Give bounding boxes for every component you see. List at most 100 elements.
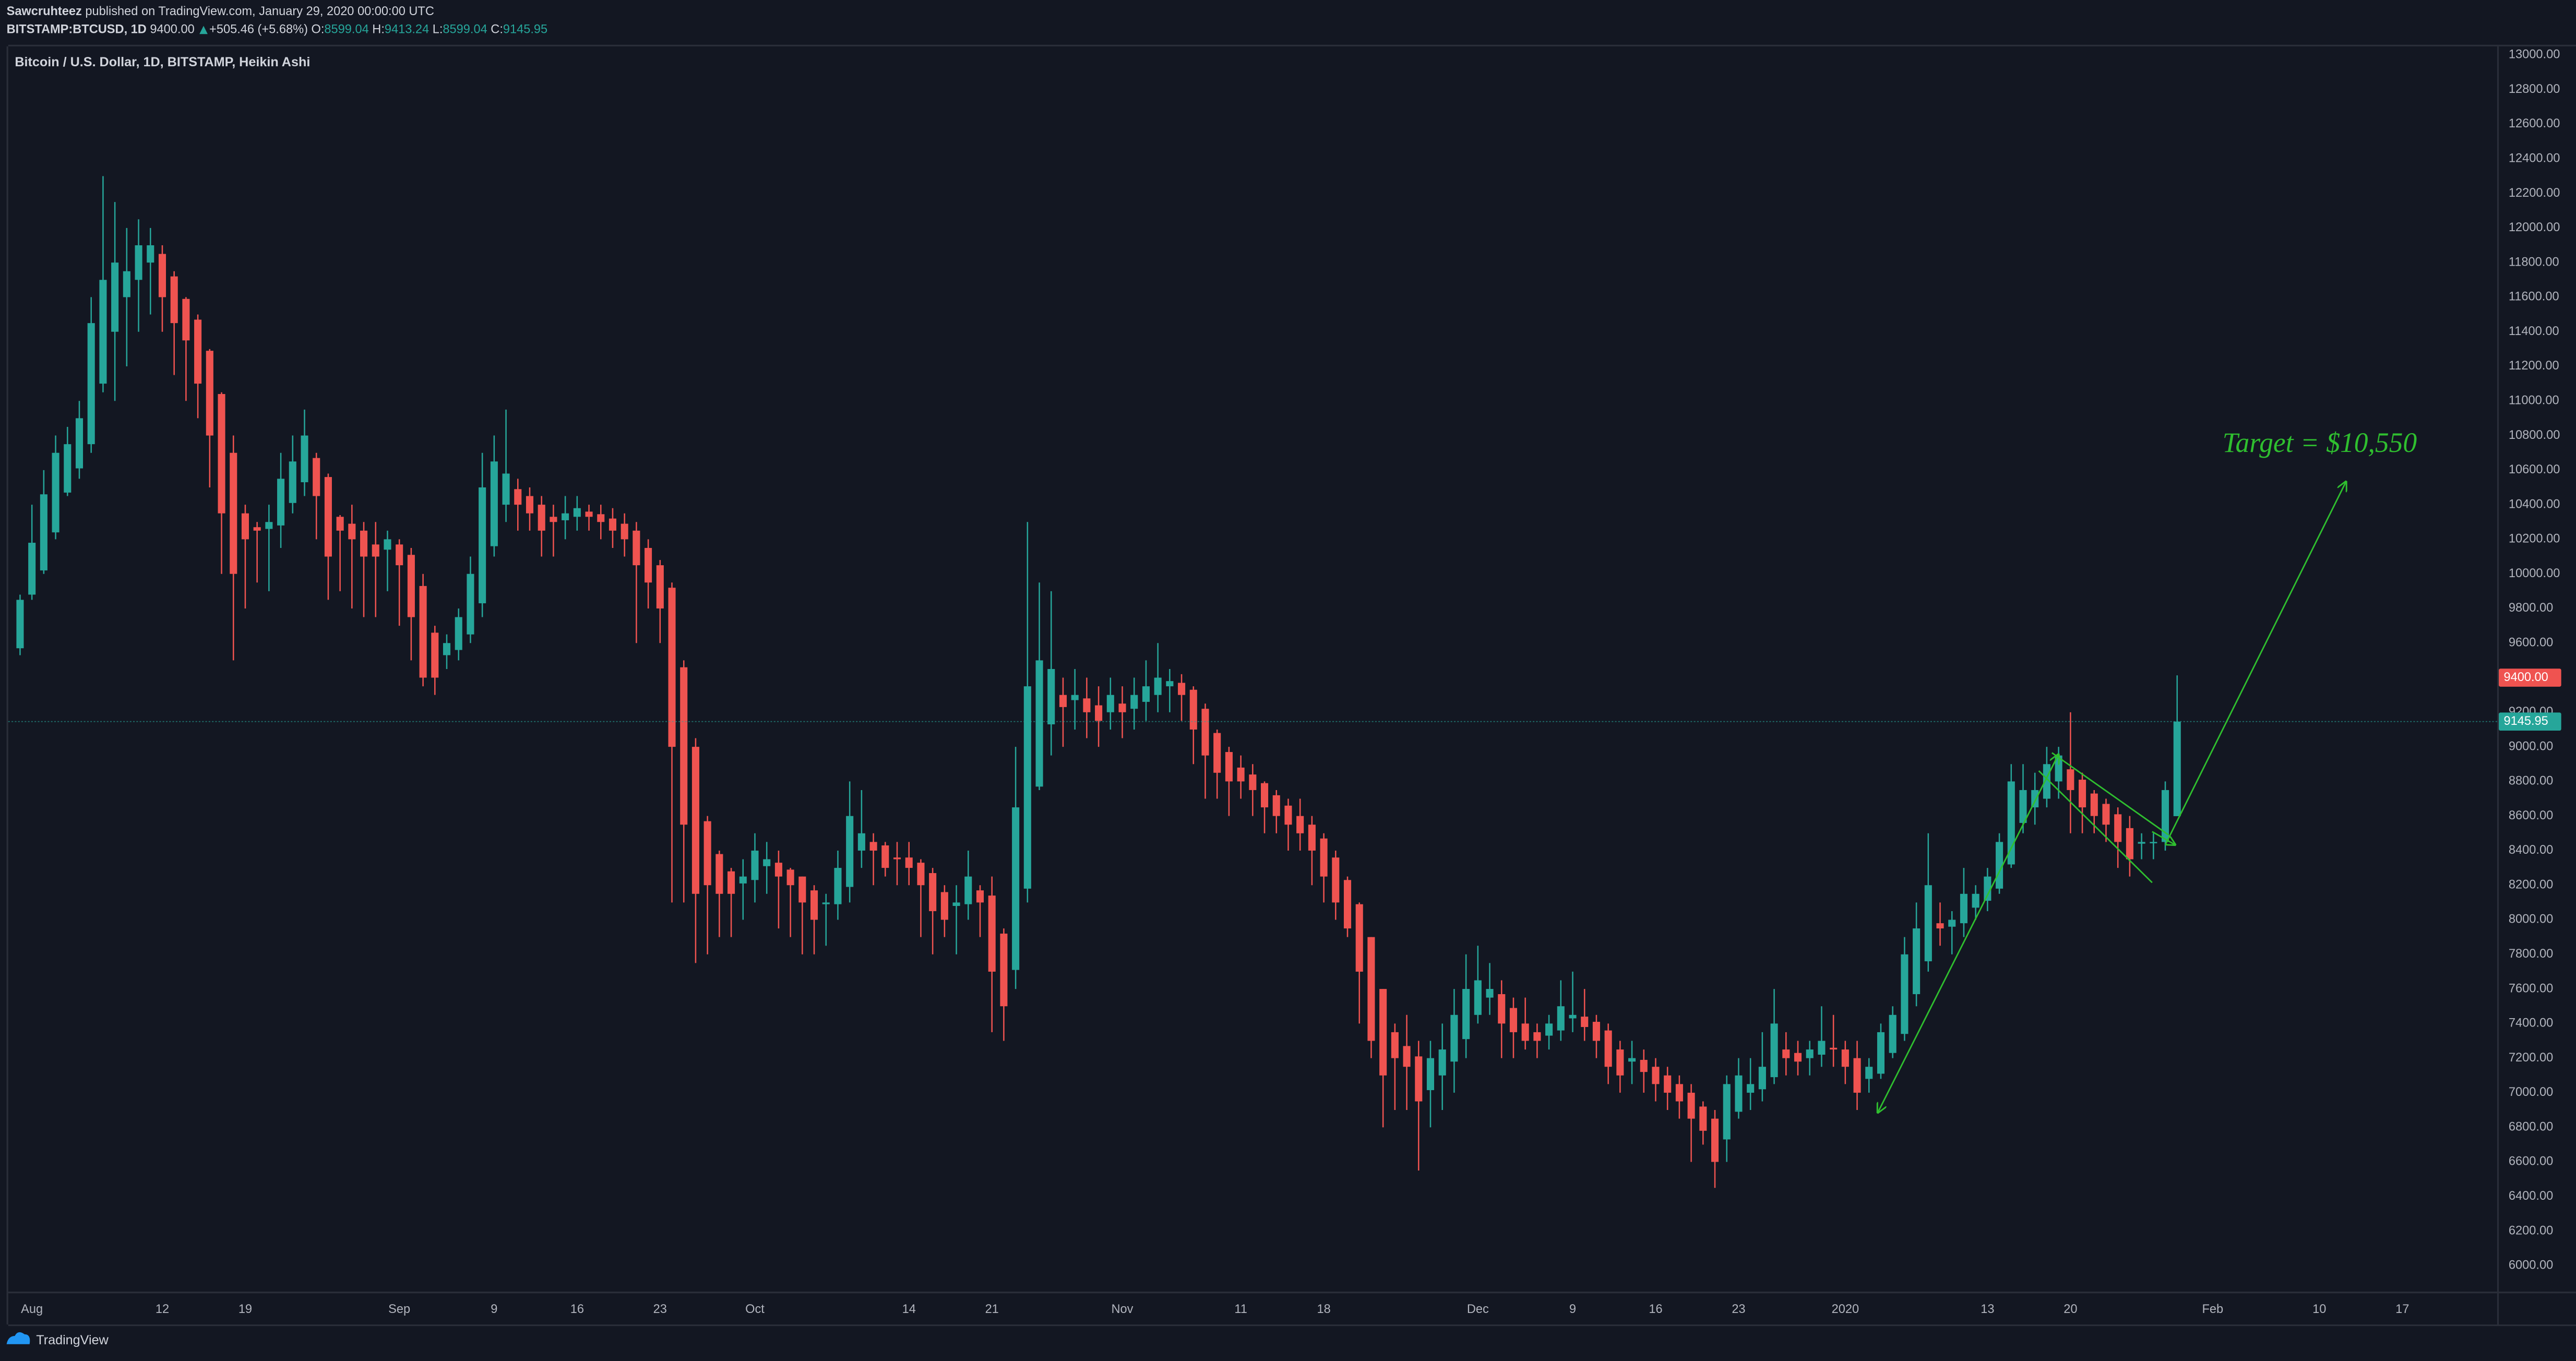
x-tick-label: 21 [985, 1303, 999, 1316]
candle-body [206, 351, 213, 436]
y-tick-label: 6800.00 [2509, 1120, 2553, 1133]
y-tick-label: 9000.00 [2509, 739, 2553, 753]
candle-body [324, 477, 332, 557]
candle-body [526, 496, 534, 514]
x-tick-label: 11 [1234, 1303, 1247, 1316]
candle-body [798, 876, 806, 903]
candle-body [1059, 695, 1067, 707]
candle-body [668, 588, 676, 747]
candle-body [728, 871, 735, 894]
candle-body [1924, 885, 1932, 962]
candle-body [1960, 893, 1967, 924]
candle-body [1640, 1059, 1648, 1072]
y-tick-label: 11000.00 [2509, 394, 2559, 408]
candle-body [2114, 814, 2122, 842]
candle-body [1130, 695, 1138, 709]
x-tick-label: 10 [2312, 1303, 2326, 1316]
candle-body [336, 517, 344, 531]
x-tick-label: Dec [1467, 1303, 1489, 1316]
candle-body [2150, 842, 2157, 843]
candle-body [1545, 1023, 1553, 1036]
candle-body [182, 299, 190, 341]
candle-body [467, 574, 474, 635]
y-tick-label: 6200.00 [2509, 1224, 2553, 1237]
y-tick-label: 8600.00 [2509, 809, 2553, 822]
y-tick-label: 8800.00 [2509, 774, 2553, 788]
candle-body [1877, 1032, 1885, 1074]
brand: TradingView [36, 1333, 109, 1347]
candle-body [869, 842, 877, 851]
ohlc-value: 8599.04 [443, 23, 487, 37]
y-tick-label: 6600.00 [2509, 1155, 2553, 1168]
candle-body [431, 632, 439, 678]
candle-body [857, 833, 865, 851]
candle-body [680, 667, 688, 825]
price-marker-label: 9145.95 [2503, 714, 2548, 728]
ohlc-key: H: [372, 23, 385, 37]
x-tick-label: Nov [1112, 1303, 1134, 1316]
candle-body [479, 487, 486, 604]
candle-body [1486, 989, 1494, 998]
x-tick-label: Oct [745, 1303, 765, 1316]
candle-body [158, 254, 166, 297]
candle-body [763, 859, 771, 866]
candle-body [703, 821, 711, 886]
candle-body [1782, 1049, 1790, 1058]
candle-body [609, 518, 617, 531]
candle-body [1415, 1056, 1423, 1102]
x-tick-label: 16 [1649, 1303, 1662, 1316]
candle-body [2126, 828, 2133, 859]
candle-body [1142, 686, 1150, 702]
candle-body [929, 873, 937, 911]
candle-body [1296, 816, 1304, 833]
candle-body [147, 245, 154, 263]
candle-body [1023, 686, 1031, 889]
candle-body [786, 869, 794, 886]
candle-body [1343, 880, 1352, 929]
candle-body [1581, 1017, 1589, 1027]
candle-body [1225, 752, 1233, 782]
candle-body [289, 461, 296, 503]
y-tick-label: 11400.00 [2509, 325, 2559, 338]
candle-body [1604, 1030, 1612, 1067]
candle-body [822, 902, 830, 904]
candle-body [1391, 1032, 1399, 1058]
y-tick-label: 7000.00 [2509, 1085, 2553, 1099]
x-tick-label: 23 [1732, 1303, 1745, 1316]
y-tick-label: 9600.00 [2509, 636, 2553, 649]
candle-body [621, 523, 628, 540]
candle-body [846, 816, 854, 887]
candle-body [964, 876, 972, 904]
y-tick-label: 7200.00 [2509, 1051, 2553, 1065]
x-tick-label: 16 [570, 1303, 584, 1316]
candle-body [810, 890, 818, 920]
x-tick-label: 14 [902, 1303, 916, 1316]
published: published on TradingView.com, January 29… [85, 5, 434, 18]
symbol: BITSTAMP:BTCUSD, 1D [7, 23, 147, 37]
candle-body [1000, 934, 1008, 1007]
pane-title: Bitcoin / U.S. Dollar, 1D, BITSTAMP, Hei… [15, 55, 310, 69]
candle-body [538, 505, 545, 531]
y-tick-label: 11600.00 [2509, 290, 2559, 304]
candle-body [1201, 709, 1209, 756]
candle-body [1166, 681, 1174, 687]
candle-body [1675, 1084, 1683, 1102]
candle-body [1628, 1058, 1636, 1062]
candle-body [1189, 689, 1197, 730]
candle-body [1178, 683, 1186, 695]
candle-body [111, 262, 119, 332]
price-marker-label: 9400.00 [2503, 671, 2548, 684]
candle-body [1687, 1092, 1695, 1119]
candle-body [455, 617, 462, 650]
candle-body [1806, 1049, 1814, 1058]
candle-body [1237, 767, 1245, 782]
candle-body [1012, 807, 1020, 970]
candle-body [1521, 1023, 1529, 1041]
candle-body [301, 435, 308, 483]
candle-body [1498, 994, 1506, 1024]
candle-body [1853, 1058, 1861, 1093]
candle-body [1770, 1023, 1778, 1078]
candle-body [230, 452, 237, 574]
candle-body [1509, 1008, 1517, 1032]
